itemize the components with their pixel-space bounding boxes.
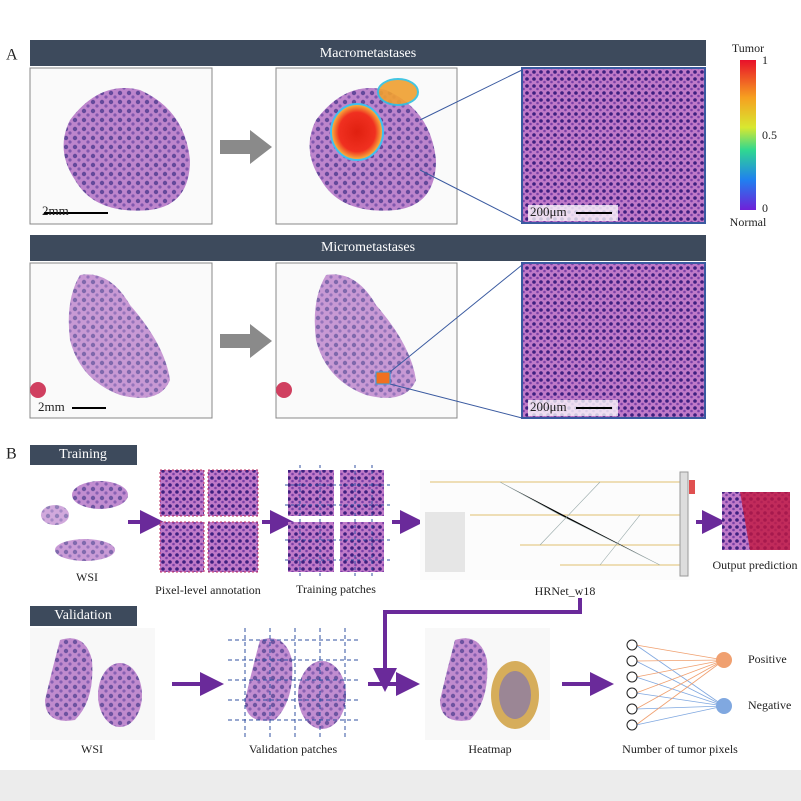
colorbar-bottom: Normal (730, 215, 767, 229)
tab-title: Validation (54, 608, 112, 623)
colorbar-tick: 0.5 (762, 128, 777, 142)
validation-patches (228, 628, 360, 740)
output-image (722, 492, 790, 550)
input-node (626, 639, 638, 651)
edge (635, 660, 725, 707)
wsi-thumb (41, 481, 128, 561)
annotation-patches (159, 469, 259, 573)
edge (635, 676, 725, 707)
scale-bar-label: 2mm (42, 203, 69, 218)
arrow (220, 130, 272, 164)
wsi-thumb (30, 628, 155, 740)
colorbar-tick: 0 (762, 201, 768, 215)
footer-band (0, 770, 801, 801)
step-label: WSI (76, 570, 98, 584)
edge (635, 692, 725, 707)
tab-title: Training (59, 447, 107, 462)
arrow (220, 324, 272, 358)
output-node (716, 698, 732, 714)
step-label: Output prediction (713, 558, 798, 572)
wsi-image (29, 262, 213, 419)
heatmap-image (275, 67, 458, 225)
panel-label: B (6, 446, 17, 463)
wsi-image (29, 67, 213, 225)
step-label: Training patches (296, 582, 376, 596)
classifier-diagram (626, 639, 732, 731)
network-diagram (420, 470, 695, 580)
colorbar-tick: 1 (762, 53, 768, 67)
scale-bar-label: 2mm (38, 399, 65, 414)
training-patches (285, 465, 390, 578)
edge (635, 659, 725, 726)
tab (30, 606, 137, 626)
edge (635, 705, 725, 710)
header-title: Macrometastases (320, 46, 416, 61)
panel-label: A (6, 47, 18, 64)
header-bar (30, 235, 706, 261)
output-label: Positive (748, 652, 787, 666)
output-node (716, 652, 732, 668)
output-label: Negative (748, 698, 791, 712)
edge (635, 644, 725, 661)
input-node (626, 703, 638, 715)
step-label: HRNet_w18 (535, 584, 596, 598)
input-node (626, 671, 638, 683)
step-label: WSI (81, 742, 103, 756)
edge (635, 659, 725, 662)
colorbar-top: Tumor (732, 41, 764, 55)
edge (635, 659, 725, 694)
step-label: Number of tumor pixels (622, 742, 738, 756)
scale-bar-label: 200μm (530, 399, 567, 414)
header-bar (30, 40, 706, 66)
step-label: Pixel-level annotation (155, 583, 261, 597)
input-node (626, 687, 638, 699)
heatmap-thumb (425, 628, 550, 740)
input-node (626, 655, 638, 667)
scale-bar-label: 200μm (530, 204, 567, 219)
colorbar (740, 60, 756, 210)
header-title: Micrometastases (321, 240, 415, 255)
step-label: Validation patches (249, 742, 338, 756)
edge (635, 659, 725, 678)
edge (635, 644, 725, 707)
zoom-image (521, 262, 706, 419)
tab (30, 445, 137, 465)
connector (373, 598, 582, 692)
edge (635, 659, 725, 710)
step-label: Heatmap (468, 742, 511, 756)
edge (635, 705, 725, 726)
heatmap-image (275, 262, 458, 419)
zoom-image (521, 67, 706, 224)
input-node (626, 719, 638, 731)
